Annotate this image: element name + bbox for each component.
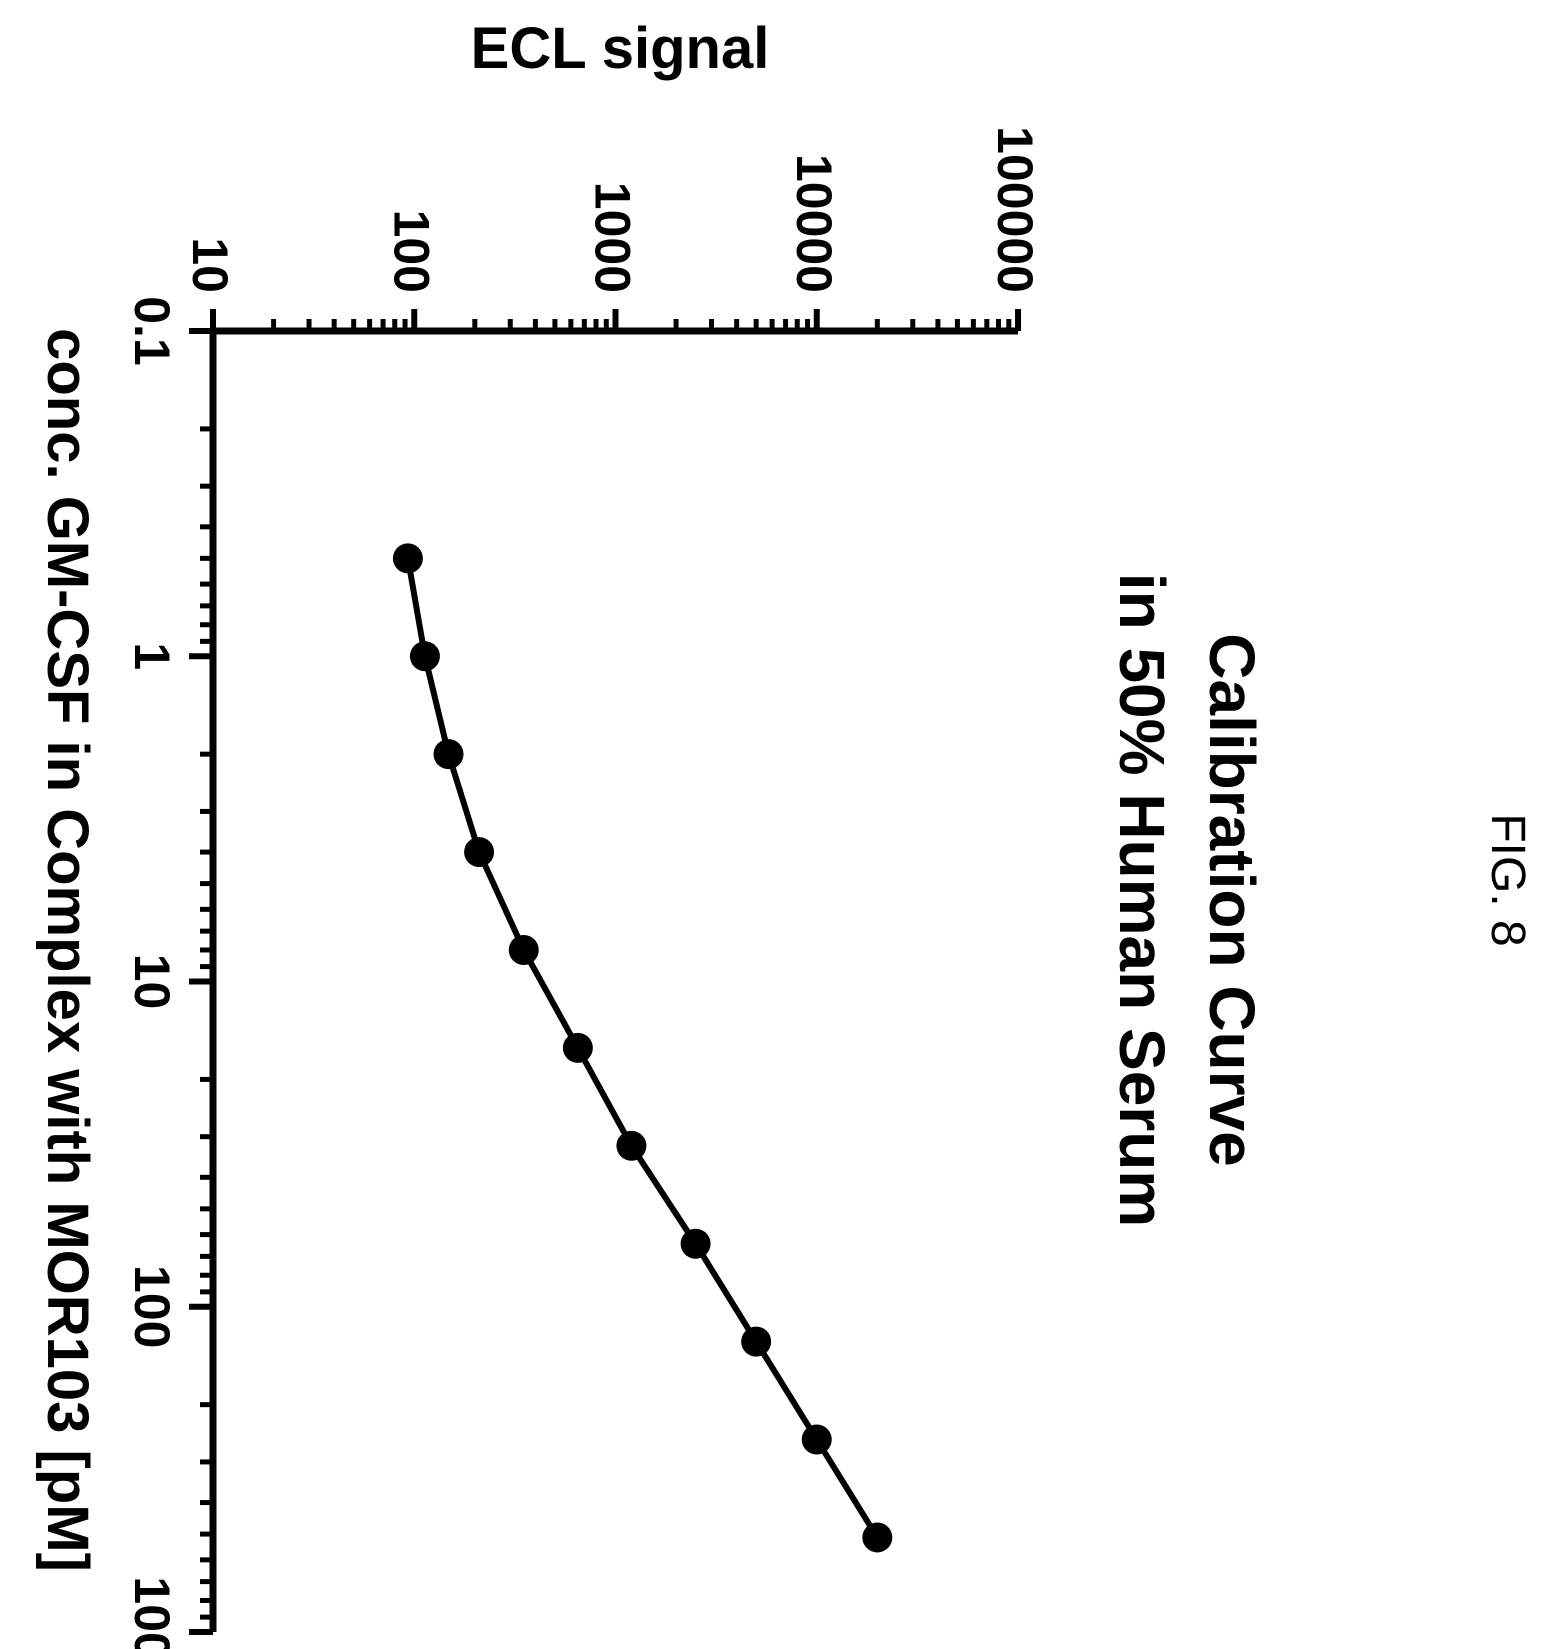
data-point [680,1228,711,1259]
tick-labels: 10 100 1000 10000 100000 0.1 1 10 100 1000 [124,126,1043,1649]
figure-label: FIG. 8 [1481,813,1534,946]
data-point [464,837,495,868]
series-line [404,557,880,1540]
chart-title-line-2: in 50% Human Serum [1106,573,1178,1227]
data-point [801,1424,832,1455]
y-axis-label: ECL signal [471,16,770,81]
y-tick-label: 100 [383,210,439,293]
data-point [433,739,464,770]
data-point [409,641,440,672]
data-point [741,1326,772,1357]
x-tick-label: 1000 [124,1576,180,1649]
x-tick-label: 10 [124,954,180,1010]
x-tick-label: 100 [124,1265,180,1348]
x-tick-label: 0.1 [124,296,180,366]
x-tick-label: 1 [124,642,180,670]
chart-title-line-1: Calibration Curve [1196,633,1268,1166]
data-point [862,1522,893,1553]
x-axis-label: conc. GM-CSF in Complex with MOR103 [pM] [35,328,100,1572]
data-point [616,1130,647,1161]
data-point [392,543,423,574]
y-tick-label: 100000 [987,126,1043,293]
y-tick-label: 1000 [585,182,641,293]
axes [189,309,1021,1635]
data-point [562,1032,593,1063]
data-point [508,934,539,965]
y-tick-label: 10 [182,237,238,293]
data-series [392,543,893,1553]
y-tick-label: 10000 [786,154,842,293]
